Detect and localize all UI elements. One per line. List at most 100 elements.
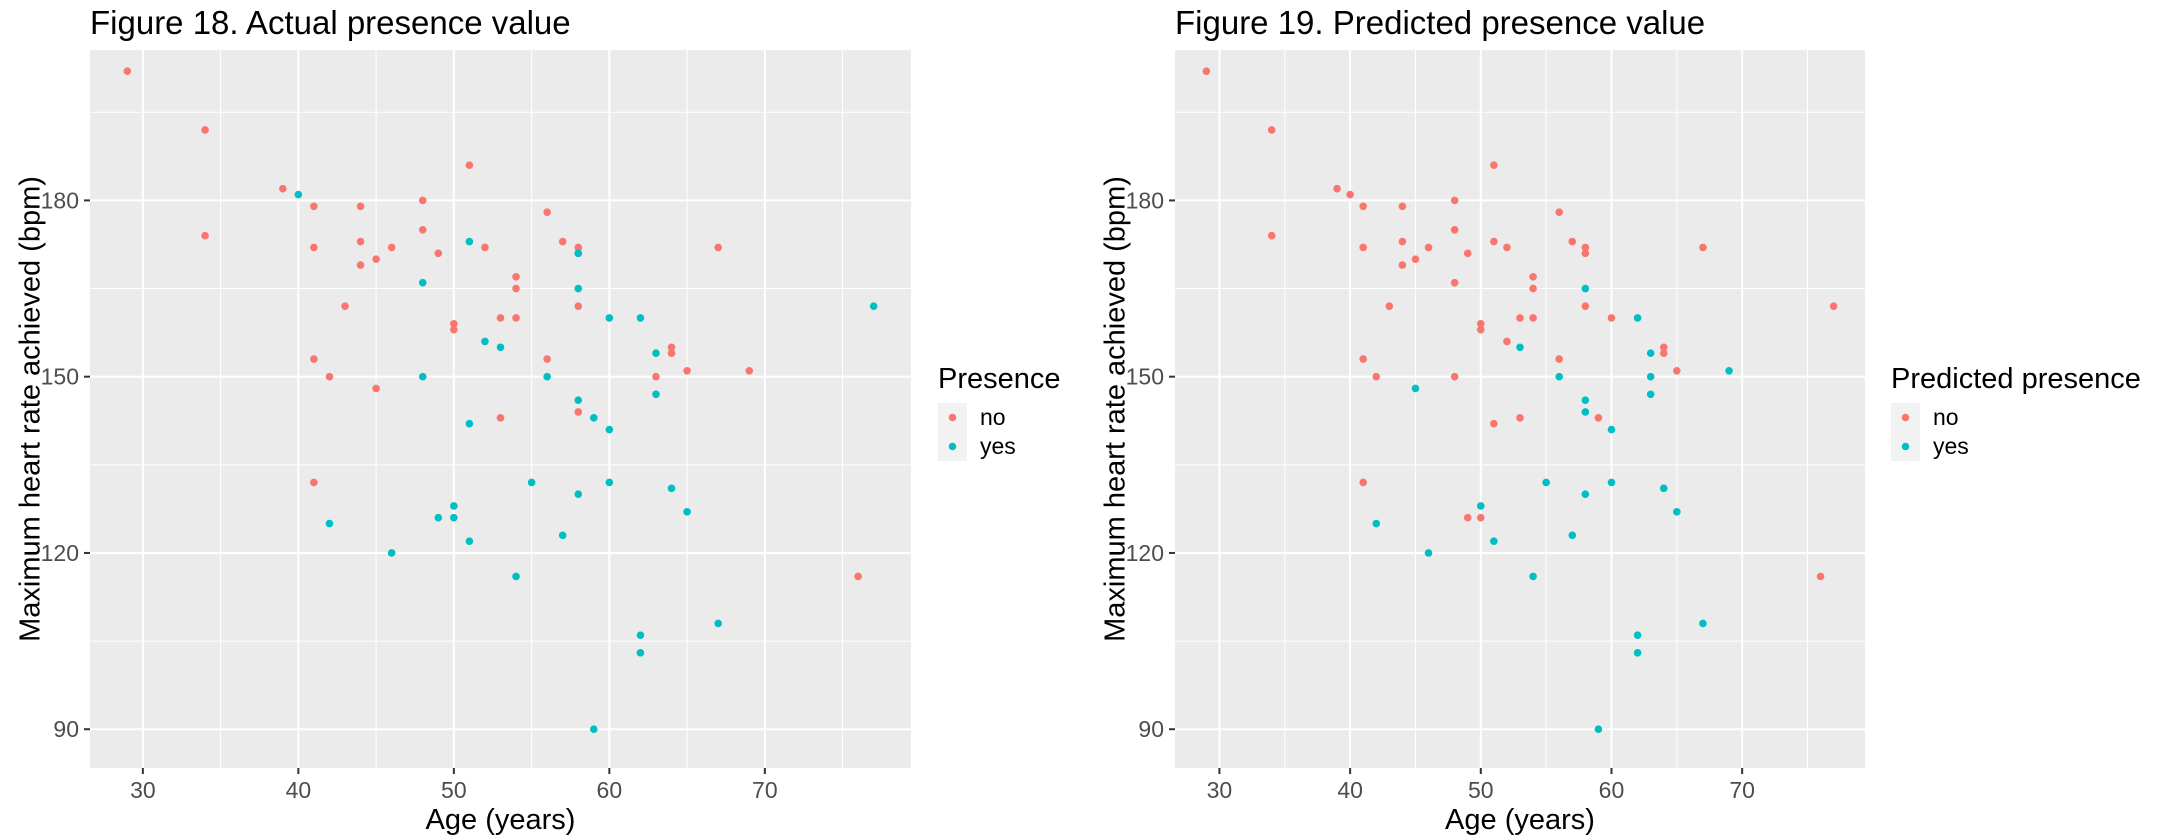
y-tick-label: 150 bbox=[41, 364, 79, 390]
data-point-yes bbox=[465, 537, 474, 546]
data-point-no bbox=[1450, 372, 1459, 381]
data-point-no bbox=[325, 372, 334, 381]
data-point-no bbox=[1673, 367, 1681, 375]
data-point-yes bbox=[1659, 484, 1668, 493]
data-point-no bbox=[543, 208, 551, 216]
data-point-no bbox=[1594, 414, 1603, 422]
data-point-no bbox=[1503, 337, 1511, 346]
data-point-no bbox=[1424, 243, 1433, 252]
data-point-no bbox=[1829, 302, 1838, 310]
data-point-no bbox=[558, 237, 567, 246]
data-point-yes bbox=[605, 478, 614, 487]
x-tick-label: 50 bbox=[441, 777, 467, 803]
data-point-yes bbox=[1646, 372, 1655, 381]
legend-title: Predicted presence bbox=[1891, 363, 2141, 395]
data-point-no bbox=[465, 161, 474, 169]
data-point-yes bbox=[465, 419, 474, 428]
data-point-no bbox=[201, 126, 209, 134]
x-tick-label: 60 bbox=[1599, 777, 1625, 803]
data-point-no bbox=[310, 478, 318, 487]
data-point-yes bbox=[574, 249, 583, 258]
plot-panel bbox=[90, 50, 911, 768]
data-point-no bbox=[1503, 243, 1511, 252]
data-point-no bbox=[1581, 243, 1590, 252]
legend-label-no: no bbox=[980, 404, 1006, 430]
data-point-no bbox=[356, 261, 365, 269]
data-point-no bbox=[1555, 355, 1564, 363]
data-point-yes bbox=[387, 549, 396, 557]
data-point-no bbox=[1398, 237, 1407, 246]
data-point-yes bbox=[1594, 725, 1603, 734]
x-tick-label: 70 bbox=[1729, 777, 1755, 803]
data-point-yes bbox=[1725, 367, 1733, 375]
data-point-yes bbox=[714, 619, 722, 628]
data-point-yes bbox=[1581, 284, 1590, 293]
data-point-no bbox=[1476, 513, 1485, 522]
data-point-yes bbox=[683, 508, 691, 516]
data-point-yes bbox=[636, 631, 645, 640]
plot-panel bbox=[1175, 50, 1865, 768]
data-point-no bbox=[1490, 419, 1498, 428]
data-point-no bbox=[481, 243, 489, 252]
data-point-no bbox=[1490, 237, 1498, 246]
x-tick-label: 30 bbox=[1207, 777, 1233, 803]
data-point-yes bbox=[450, 502, 458, 510]
x-axis-title: Age (years) bbox=[426, 804, 576, 836]
data-point-yes bbox=[605, 425, 614, 434]
y-tick-label: 180 bbox=[41, 187, 79, 213]
y-tick-label: 120 bbox=[1126, 540, 1164, 566]
legend-key-point-no bbox=[948, 413, 957, 422]
data-point-no bbox=[356, 202, 365, 211]
legend-label-yes: yes bbox=[980, 433, 1016, 459]
data-point-yes bbox=[1542, 478, 1550, 487]
data-point-yes bbox=[481, 337, 489, 346]
data-point-yes bbox=[589, 725, 598, 734]
data-point-no bbox=[1568, 237, 1577, 246]
x-tick-label: 30 bbox=[130, 777, 156, 803]
data-point-yes bbox=[434, 513, 443, 522]
data-point-yes bbox=[574, 396, 583, 404]
data-point-no bbox=[387, 243, 396, 252]
data-point-yes bbox=[652, 349, 660, 357]
data-point-yes bbox=[558, 531, 567, 540]
y-tick-label: 150 bbox=[1126, 364, 1164, 390]
data-point-no bbox=[1359, 355, 1367, 363]
data-point-no bbox=[1359, 243, 1367, 252]
data-point-no bbox=[1476, 325, 1485, 334]
data-point-yes bbox=[465, 237, 474, 246]
data-point-yes bbox=[1633, 314, 1642, 322]
x-axis-title: Age (years) bbox=[1445, 804, 1595, 836]
data-point-no bbox=[1385, 302, 1394, 310]
data-point-no bbox=[1372, 372, 1381, 381]
data-point-no bbox=[574, 302, 583, 310]
x-tick-label: 60 bbox=[597, 777, 623, 803]
legend-label-no: no bbox=[1933, 404, 1959, 430]
data-point-no bbox=[1699, 243, 1707, 252]
data-point-yes bbox=[574, 284, 583, 293]
data-point-no bbox=[123, 67, 132, 75]
data-point-yes bbox=[1699, 619, 1707, 628]
data-point-no bbox=[1333, 184, 1341, 193]
data-point-yes bbox=[1411, 384, 1420, 393]
data-point-no bbox=[574, 243, 583, 252]
data-point-no bbox=[450, 325, 458, 334]
legend-title: Presence bbox=[938, 363, 1061, 395]
data-point-yes bbox=[527, 478, 536, 487]
legend: Presence no yes bbox=[938, 363, 1061, 461]
data-point-no bbox=[714, 243, 722, 252]
data-point-yes bbox=[496, 343, 505, 352]
data-point-no bbox=[1516, 314, 1524, 322]
legend-key-point-yes bbox=[1901, 442, 1910, 451]
data-point-no bbox=[1555, 208, 1564, 216]
data-point-no bbox=[1267, 231, 1276, 240]
data-point-yes bbox=[605, 314, 614, 322]
legend-key-point-no bbox=[1901, 413, 1910, 422]
legend-key-point-yes bbox=[948, 442, 957, 451]
data-point-yes bbox=[1490, 537, 1498, 546]
data-point-yes bbox=[1646, 390, 1655, 399]
data-point-no bbox=[1202, 67, 1211, 75]
data-point-no bbox=[356, 237, 365, 246]
data-point-yes bbox=[1633, 631, 1642, 640]
data-point-yes bbox=[869, 302, 878, 310]
data-point-no bbox=[310, 355, 318, 363]
